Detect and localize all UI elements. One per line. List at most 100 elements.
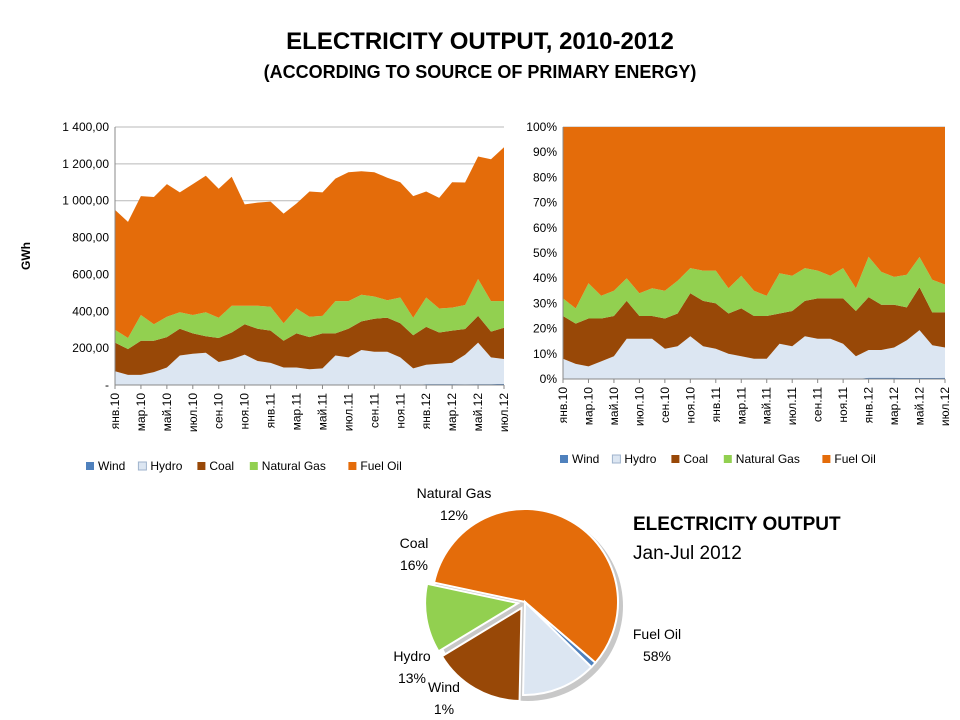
- y-tick-label: 80%: [533, 170, 557, 184]
- x-tick-label: мар.10: [581, 387, 595, 426]
- y-tick-label: 60%: [533, 221, 557, 235]
- y-tick-label: -: [105, 378, 109, 392]
- x-tick-label: янв.12: [862, 387, 876, 424]
- legend-swatch-natural-gas: [723, 455, 732, 463]
- legend-swatch-coal: [671, 455, 680, 463]
- y-tick-label: 70%: [533, 196, 557, 210]
- x-tick-label: май.11: [315, 393, 329, 431]
- pie-label-name-coal: Coal: [400, 535, 429, 551]
- x-tick-label: июл.11: [785, 387, 799, 426]
- legend-label-hydro: Hydro: [150, 459, 182, 473]
- x-tick-label: мар.11: [290, 393, 304, 431]
- y-tick-label: 20%: [533, 322, 557, 336]
- pie-subtitle: Jan-Jul 2012: [633, 543, 742, 564]
- pie-label-value-natural-gas: 12%: [440, 507, 468, 523]
- pie-slice-fuel-oil: [432, 508, 619, 665]
- legend-swatch-coal: [197, 462, 206, 470]
- x-tick-label: сен.11: [367, 393, 381, 428]
- x-tick-label: июл.11: [341, 393, 355, 432]
- pie-label-name-hydro: Hydro: [393, 648, 431, 664]
- x-tick-label: мар.11: [734, 387, 748, 425]
- x-tick-label: янв.11: [709, 387, 723, 423]
- area-series-fuel-oil: [115, 147, 504, 338]
- legend-label-fuel-oil: Fuel Oil: [834, 452, 875, 466]
- pie-label-value-wind: 1%: [434, 701, 454, 717]
- x-tick-label: янв.11: [264, 393, 278, 429]
- legend-label-wind: Wind: [572, 452, 599, 466]
- area-series-hydro: [563, 330, 945, 379]
- pie-slice-natural-gas: [424, 582, 521, 653]
- x-tick-label: май.11: [760, 387, 774, 425]
- legend-swatch-natural-gas: [249, 462, 258, 470]
- x-tick-label: мар.12: [887, 387, 901, 426]
- y-tick-label: 800,00: [72, 231, 109, 245]
- legend-label-natural-gas: Natural Gas: [262, 459, 326, 473]
- page-subtitle: (ACCORDING TO SOURCE OF PRIMARY ENERGY): [263, 62, 697, 82]
- page-title: ELECTRICITY OUTPUT, 2010-2012: [286, 28, 674, 55]
- x-tick-label: мар.10: [134, 393, 148, 432]
- x-tick-label: сен.10: [658, 387, 672, 423]
- y-tick-label: 200,00: [72, 341, 109, 355]
- x-tick-label: ноя.10: [238, 393, 252, 430]
- y-tick-label: 40%: [533, 271, 557, 285]
- pie-label-value-fuel-oil: 58%: [643, 648, 671, 664]
- legend-label-coal: Coal: [209, 459, 234, 473]
- legend-label-coal: Coal: [683, 452, 708, 466]
- area-series-hydro: [115, 342, 504, 385]
- y-tick-label: 10%: [533, 347, 557, 361]
- y-tick-label: 600,00: [72, 267, 109, 281]
- x-tick-label: ноя.11: [393, 393, 407, 429]
- y-tick-label: 1 400,00: [62, 120, 109, 134]
- legend-swatch-wind: [560, 455, 568, 463]
- pie-slice-coal: [440, 606, 523, 703]
- legend-label-wind: Wind: [98, 459, 125, 473]
- area-series-coal: [563, 287, 945, 367]
- x-tick-label: май.12: [913, 387, 927, 426]
- x-tick-label: май.10: [607, 387, 621, 426]
- x-tick-label: янв.10: [556, 387, 570, 424]
- x-tick-label: июл.12: [938, 387, 952, 426]
- x-tick-label: июл.10: [632, 387, 646, 426]
- pie-label-value-hydro: 13%: [398, 670, 426, 686]
- legend-swatch-fuel-oil: [822, 455, 831, 463]
- y-tick-label: 90%: [533, 145, 557, 159]
- pie-label-value-coal: 16%: [400, 557, 428, 573]
- area-series-coal: [115, 315, 504, 375]
- legend-swatch-wind: [86, 462, 94, 470]
- x-tick-label: ноя.10: [683, 387, 697, 424]
- x-tick-label: мар.12: [445, 393, 459, 432]
- area-chart-2: 0% 10% 20% 30% 40% 50% 60% 70% 80% 90% 100% янв.10 м…: [526, 120, 952, 466]
- x-tick-label: май.10: [160, 393, 174, 432]
- y-tick-label: 0%: [540, 372, 558, 386]
- x-tick-label: янв.12: [419, 393, 433, 430]
- legend-swatch-fuel-oil: [348, 462, 357, 470]
- legend-label-hydro: Hydro: [624, 452, 656, 466]
- x-tick-label: ноя.11: [836, 387, 850, 423]
- x-tick-label: сен.10: [212, 393, 226, 429]
- pie-label-name-fuel-oil: Fuel Oil: [633, 626, 681, 642]
- x-tick-label: янв.10: [108, 393, 122, 430]
- legend-swatch-hydro: [137, 461, 147, 471]
- y-tick-label: 1 200,00: [62, 157, 109, 171]
- area-series-natural-gas: [115, 279, 504, 350]
- x-tick-label: сен.11: [811, 387, 825, 422]
- pie-slice-hydro: [522, 599, 593, 696]
- x-tick-label: май.12: [471, 393, 485, 432]
- legend-label-natural-gas: Natural Gas: [736, 452, 800, 466]
- y-axis-label: GWh: [19, 242, 33, 270]
- area-chart-1: - 200,00 400,00 600,00 800,00 1 000,00 1 200,0…: [19, 120, 511, 473]
- y-tick-label: 100%: [526, 120, 557, 134]
- pie-label-name-natural-gas: Natural Gas: [417, 485, 492, 501]
- pie-label-name-wind: Wind: [428, 679, 460, 695]
- y-tick-label: 1 000,00: [62, 194, 109, 208]
- area-series-natural-gas: [563, 256, 945, 324]
- legend-swatch-hydro: [611, 454, 621, 464]
- pie-chart: Fuel Oil 58% Wind 1% Hydro 13% Coal 16% Natural …: [393, 485, 841, 717]
- y-tick-label: 50%: [533, 246, 557, 260]
- y-tick-label: 400,00: [72, 304, 109, 318]
- legend-label-fuel-oil: Fuel Oil: [360, 459, 401, 473]
- x-tick-label: июл.10: [186, 393, 200, 432]
- pie-title: ELECTRICITY OUTPUT: [633, 514, 841, 535]
- x-tick-label: июл.12: [497, 393, 511, 432]
